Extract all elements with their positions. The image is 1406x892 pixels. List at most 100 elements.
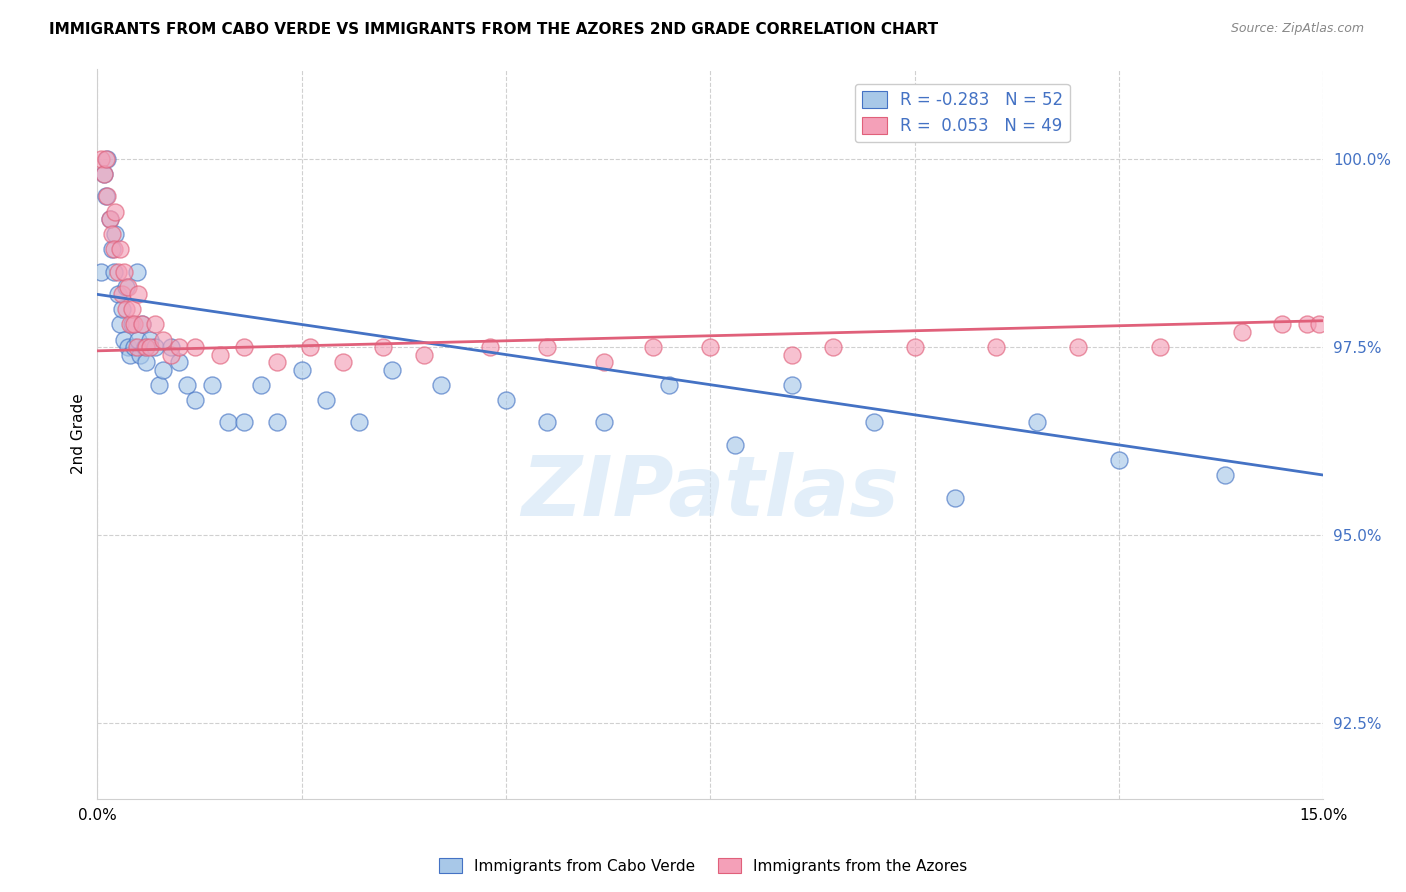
- Point: [107, 287, 129, 301]
- Point: [160, 340, 183, 354]
- Point: [139, 340, 162, 354]
- Point: [495, 392, 517, 407]
- Point: [131, 318, 153, 332]
- Point: [111, 302, 134, 317]
- Point: [90, 265, 112, 279]
- Point: [536, 415, 558, 429]
- Point: [413, 348, 436, 362]
- Legend: R = -0.283   N = 52, R =  0.053   N = 49: R = -0.283 N = 52, R = 0.053 N = 49: [855, 84, 1070, 142]
- Point: [122, 340, 145, 354]
- Point: [478, 340, 501, 354]
- Point: [98, 212, 121, 227]
- Point: [127, 333, 149, 347]
- Point: [945, 491, 967, 505]
- Point: [904, 340, 927, 354]
- Point: [373, 340, 395, 354]
- Point: [103, 242, 125, 256]
- Point: [780, 348, 803, 362]
- Point: [536, 340, 558, 354]
- Point: [1067, 340, 1090, 354]
- Point: [115, 280, 138, 294]
- Point: [101, 242, 124, 256]
- Point: [107, 265, 129, 279]
- Point: [152, 333, 174, 347]
- Point: [103, 265, 125, 279]
- Point: [112, 333, 135, 347]
- Point: [101, 227, 124, 241]
- Point: [104, 227, 127, 241]
- Point: [298, 340, 321, 354]
- Point: [118, 348, 141, 362]
- Point: [266, 415, 288, 429]
- Point: [93, 167, 115, 181]
- Point: [125, 340, 148, 354]
- Point: [315, 392, 337, 407]
- Point: [167, 355, 190, 369]
- Point: [112, 265, 135, 279]
- Point: [862, 415, 884, 429]
- Legend: Immigrants from Cabo Verde, Immigrants from the Azores: Immigrants from Cabo Verde, Immigrants f…: [433, 852, 973, 880]
- Point: [1108, 453, 1130, 467]
- Y-axis label: 2nd Grade: 2nd Grade: [72, 393, 86, 474]
- Point: [184, 340, 207, 354]
- Point: [266, 355, 288, 369]
- Point: [1230, 325, 1253, 339]
- Point: [139, 333, 162, 347]
- Point: [1271, 318, 1294, 332]
- Point: [291, 362, 314, 376]
- Point: [233, 415, 256, 429]
- Point: [98, 212, 121, 227]
- Point: [128, 348, 150, 362]
- Point: [110, 318, 132, 332]
- Point: [593, 415, 616, 429]
- Point: [593, 355, 616, 369]
- Point: [780, 377, 803, 392]
- Point: [821, 340, 844, 354]
- Text: IMMIGRANTS FROM CABO VERDE VS IMMIGRANTS FROM THE AZORES 2ND GRADE CORRELATION C: IMMIGRANTS FROM CABO VERDE VS IMMIGRANTS…: [49, 22, 938, 37]
- Point: [429, 377, 451, 392]
- Point: [1296, 318, 1319, 332]
- Point: [381, 362, 404, 376]
- Point: [115, 302, 138, 317]
- Point: [160, 348, 183, 362]
- Point: [110, 242, 132, 256]
- Point: [111, 287, 134, 301]
- Text: Source: ZipAtlas.com: Source: ZipAtlas.com: [1230, 22, 1364, 36]
- Point: [117, 340, 139, 354]
- Text: ZIPatlas: ZIPatlas: [522, 451, 900, 533]
- Point: [134, 340, 156, 354]
- Point: [1213, 468, 1236, 483]
- Point: [724, 438, 747, 452]
- Point: [127, 287, 149, 301]
- Point: [217, 415, 239, 429]
- Point: [201, 377, 224, 392]
- Point: [167, 340, 190, 354]
- Point: [122, 318, 145, 332]
- Point: [184, 392, 207, 407]
- Point: [96, 152, 118, 166]
- Point: [1149, 340, 1171, 354]
- Point: [117, 280, 139, 294]
- Point: [233, 340, 256, 354]
- Point: [176, 377, 198, 392]
- Point: [347, 415, 370, 429]
- Point: [135, 340, 157, 354]
- Point: [249, 377, 271, 392]
- Point: [125, 265, 148, 279]
- Point: [643, 340, 665, 354]
- Point: [148, 377, 170, 392]
- Point: [1308, 318, 1330, 332]
- Point: [94, 189, 117, 203]
- Point: [94, 152, 117, 166]
- Point: [96, 189, 118, 203]
- Point: [104, 204, 127, 219]
- Point: [121, 302, 143, 317]
- Point: [1026, 415, 1049, 429]
- Point: [332, 355, 354, 369]
- Point: [986, 340, 1008, 354]
- Point: [118, 318, 141, 332]
- Point: [121, 318, 143, 332]
- Point: [93, 167, 115, 181]
- Point: [143, 340, 166, 354]
- Point: [131, 318, 153, 332]
